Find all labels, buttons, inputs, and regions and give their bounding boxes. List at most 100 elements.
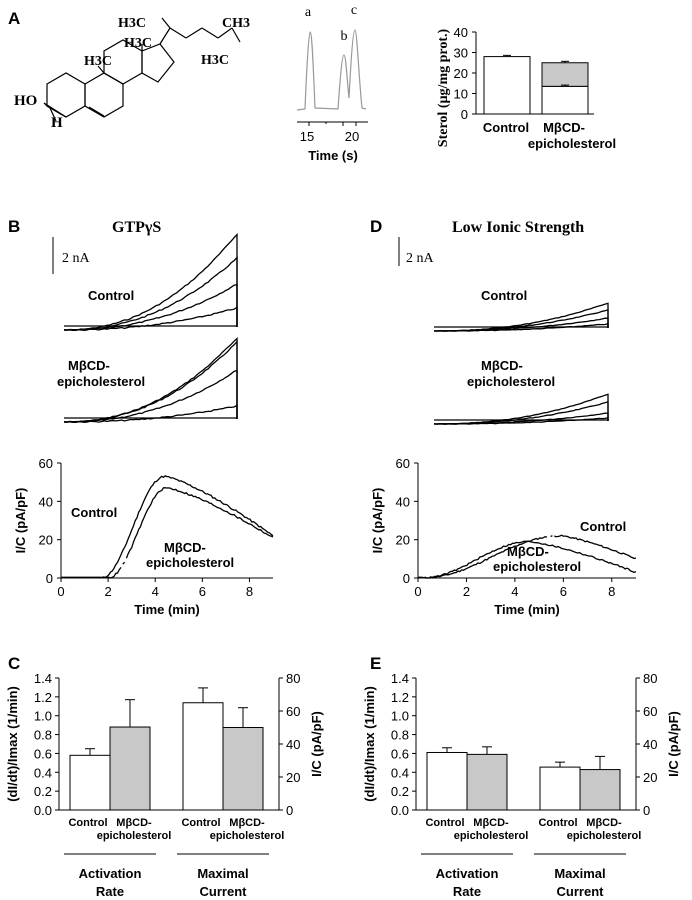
- panel-b-mbcd-label-1: MβCD-: [68, 358, 110, 373]
- current-trace-0: [63, 232, 238, 331]
- panel-e-group-label-maximal-2: Current: [557, 884, 605, 899]
- sterol-y-label: Sterol (µg/mg prot.): [436, 28, 451, 147]
- panel-b-ytick-label-0: 0: [46, 571, 53, 586]
- panel-d-title: Low Ionic Strength: [452, 219, 584, 236]
- hydrogen-label: H: [51, 115, 63, 131]
- panel-c-ltick-label-1.4: 1.4: [34, 671, 52, 686]
- panel-e-left-label: (dI/dt)/Imax (1/min): [362, 686, 377, 802]
- sterol-bar-cholesterol-1: [541, 85, 589, 115]
- panel-c-ltick-label-0.4: 0.4: [34, 765, 52, 780]
- panel-e-ltick-label-0.6: 0.6: [391, 746, 409, 761]
- panel-c-bar-activation-mbcd: [109, 726, 151, 811]
- panel-e-cat-mbcd1-activation: MβCD-: [473, 817, 509, 829]
- panel-b-mbcd-traces: [63, 337, 238, 423]
- panel-c-cat-mbcd2-maximal: epicholesterol: [210, 830, 285, 842]
- panel-e-ltick-label-1.0: 1.0: [391, 709, 409, 724]
- panel-b-xtick-label-2: 2: [104, 584, 111, 599]
- sterol-cat-mbcd-1: MβCD-: [543, 120, 585, 135]
- chromatogram-tick-20: 20: [345, 129, 359, 144]
- panel-c-cat-mbcd1-maximal: MβCD-: [229, 817, 265, 829]
- panel-d-timecourse-chart: 0 20 40 60 0 2 4 6 8 Time (min) I/C (pA/pF): [370, 456, 637, 617]
- current-trace-3: [433, 416, 609, 425]
- panel-b-timecourse-chart: 0 20 40 60 0 2 4 6 8 Time (min) I/C (pA/pF): [13, 456, 274, 617]
- panel-d-xtick-label-6: 6: [560, 584, 567, 599]
- hydroxyl-label: HO: [14, 93, 37, 109]
- panel-e-cat-mbcd1-maximal: MβCD-: [586, 817, 622, 829]
- panel-b-ytick-label-40: 40: [39, 494, 53, 509]
- sterol-tick-label-30: 30: [454, 46, 468, 61]
- panel-d-mbcd-label-1: MβCD-: [481, 358, 523, 373]
- chromatogram-trace: [296, 29, 367, 111]
- methyl-label-ch3-top: CH3: [222, 16, 250, 31]
- panel-e-summary-chart: 0.0 0.2 0.4 0.6 0.8 1.0 1.2 1.4 0 20 40 60 80 (dI/dt)…: [362, 671, 681, 899]
- peak-label-b: b: [341, 29, 348, 44]
- panel-c-bar-maximal-mbcd: [222, 727, 264, 811]
- panel-d-ytick-label-0: 0: [403, 571, 410, 586]
- panel-b-control-traces: [63, 232, 238, 331]
- panel-c-ltick-label-0.2: 0.2: [34, 784, 52, 799]
- panel-c-left-label: (dI/dt)/Imax (1/min): [5, 686, 20, 802]
- chromatogram-tick-15: 15: [300, 129, 314, 144]
- panel-e-rtick-label-40: 40: [643, 737, 657, 752]
- panel-d-control-traces: [433, 302, 609, 332]
- panel-b-curve-label-control: Control: [71, 505, 117, 520]
- current-trace-1: [63, 255, 238, 331]
- panel-d-mbcd-traces: [433, 393, 609, 425]
- panel-c-group-label-maximal-2: Current: [200, 884, 248, 899]
- panel-b-xtick-label-0: 0: [57, 584, 64, 599]
- panel-c-rtick-label-80: 80: [286, 671, 300, 686]
- panel-e-cat-control-maximal: Control: [538, 817, 577, 829]
- methyl-label-ring-b: H3C: [124, 36, 152, 51]
- methyl-label-h3c-right: H3C: [201, 53, 229, 68]
- current-trace-3: [63, 404, 238, 423]
- sterol-cat-control: Control: [483, 120, 529, 135]
- panel-c-ltick-label-0.0: 0.0: [34, 803, 52, 818]
- panel-d-xtick-label-4: 4: [511, 584, 518, 599]
- panel-d-ytick-label-20: 20: [396, 533, 410, 548]
- panel-e-group-label-maximal-1: Maximal: [554, 866, 605, 881]
- panel-e-bar-activation-mbcd: [466, 753, 508, 811]
- panel-e-ltick-label-1.4: 1.4: [391, 671, 409, 686]
- panel-e-ltick-label-0.2: 0.2: [391, 784, 409, 799]
- panel-c-ltick-label-0.6: 0.6: [34, 746, 52, 761]
- sterol-bar-epicholesterol-1: [541, 62, 589, 87]
- panel-c-ltick-label-0.8: 0.8: [34, 728, 52, 743]
- panel-c-bar-activation-control: [69, 754, 111, 811]
- panel-d-x-label: Time (min): [494, 602, 560, 617]
- panel-e-bar-activation-control: [426, 751, 468, 811]
- panel-d-ytick-label-60: 60: [396, 456, 410, 471]
- panel-e-rtick-label-80: 80: [643, 671, 657, 686]
- panel-d-ytick-label-40: 40: [396, 494, 410, 509]
- panel-letter-b: B: [8, 217, 20, 236]
- panel-d-curve-label-mbcd-1: MβCD-: [507, 544, 549, 559]
- panel-b-xtick-label-4: 4: [152, 584, 159, 599]
- current-trace-1: [63, 339, 238, 423]
- current-trace-3: [63, 306, 238, 331]
- panel-e-ltick-label-0.0: 0.0: [391, 803, 409, 818]
- panel-e-bar-maximal-control: [539, 766, 581, 811]
- panel-e-ltick-label-0.4: 0.4: [391, 765, 409, 780]
- panel-b-xtick-label-8: 8: [246, 584, 253, 599]
- panel-e-group-label-activation-1: Activation: [436, 866, 499, 881]
- methyl-label-h3c-top: H3C: [118, 16, 146, 31]
- panel-d-xtick-label-8: 8: [608, 584, 615, 599]
- panel-b-control-label: Control: [88, 288, 134, 303]
- sterol-tick-label-40: 40: [454, 25, 468, 40]
- chromatogram-x-label: Time (s): [308, 148, 358, 163]
- sterol-cat-mbcd-2: epicholesterol: [528, 136, 616, 151]
- panel-c-rtick-label-40: 40: [286, 737, 300, 752]
- panel-b-scale-label: 2 nA: [62, 251, 91, 266]
- panel-c-right-label: I/C (pA/pF): [309, 711, 324, 777]
- panel-letter-c: C: [8, 654, 20, 673]
- panel-e-rtick-label-20: 20: [643, 770, 657, 785]
- panel-c-bar-maximal-control: [182, 702, 224, 811]
- panel-c-group-label-activation-2: Rate: [96, 884, 124, 899]
- panel-c-cat-mbcd2-activation: epicholesterol: [97, 830, 172, 842]
- panel-b-series-mbcd: [61, 487, 274, 579]
- panel-b-curve-label-mbcd-2: epicholesterol: [146, 555, 234, 570]
- panel-d-y-label: I/C (pA/pF): [370, 488, 385, 554]
- panel-e-ltick-label-1.2: 1.2: [391, 690, 409, 705]
- panel-c-ltick-label-1.2: 1.2: [34, 690, 52, 705]
- panel-c-rtick-label-0: 0: [286, 803, 293, 818]
- panel-b-ytick-label-60: 60: [39, 456, 53, 471]
